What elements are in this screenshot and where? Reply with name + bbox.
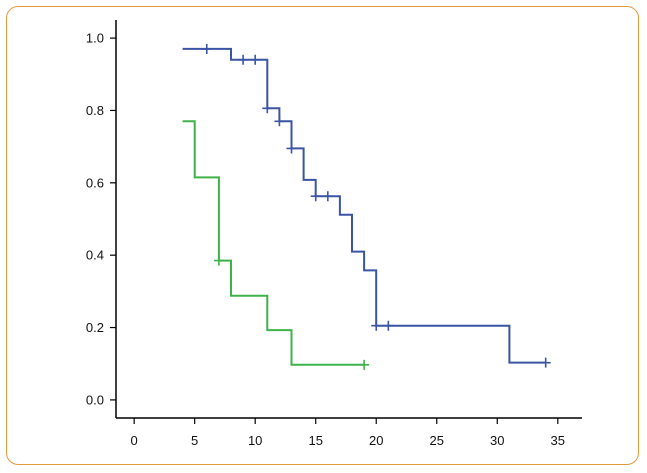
y-tick-label: 0.2 (86, 320, 104, 335)
axes: 0 5 10 15 20 25 30 35 0.0 0.2 0.4 0.6 0.8 1.0 (86, 20, 582, 448)
series-1-censor-mark (250, 54, 261, 65)
y-tick-label: 0.6 (86, 175, 104, 190)
x-tick-label: 0 (131, 433, 138, 448)
series-1-censor-mark (383, 320, 394, 331)
x-tick-label: 20 (369, 433, 383, 448)
x-tick-label: 15 (308, 433, 322, 448)
series-2-censor-mark (359, 359, 370, 370)
series-1-censor-mark (540, 357, 551, 368)
y-tick-label: 1.0 (86, 31, 104, 46)
series-2-step-line (182, 120, 365, 366)
series-1-censor-mark (238, 54, 249, 65)
x-tick-label: 35 (551, 433, 565, 448)
series-2-censor-mark (213, 255, 224, 266)
series-1-censor-mark (310, 191, 321, 202)
series-1-step-line (182, 47, 546, 364)
x-tick-label: 10 (248, 433, 262, 448)
y-tick-label: 0.8 (86, 103, 104, 118)
series-1-censor-mark (322, 191, 333, 202)
y-tick-label: 0.0 (86, 392, 104, 407)
y-tick-label: 0.4 (86, 248, 104, 263)
series-1-censor-mark (371, 320, 382, 331)
series-1-censor-mark (274, 116, 285, 127)
series-layer (182, 43, 551, 370)
series-1-censor-mark (262, 103, 273, 114)
series-1-censor-mark (286, 143, 297, 154)
x-tick-label: 30 (490, 433, 504, 448)
x-tick-label: 5 (191, 433, 198, 448)
chart-frame (6, 6, 639, 465)
series-1-censor-mark (201, 43, 212, 54)
x-tick-label: 25 (430, 433, 444, 448)
